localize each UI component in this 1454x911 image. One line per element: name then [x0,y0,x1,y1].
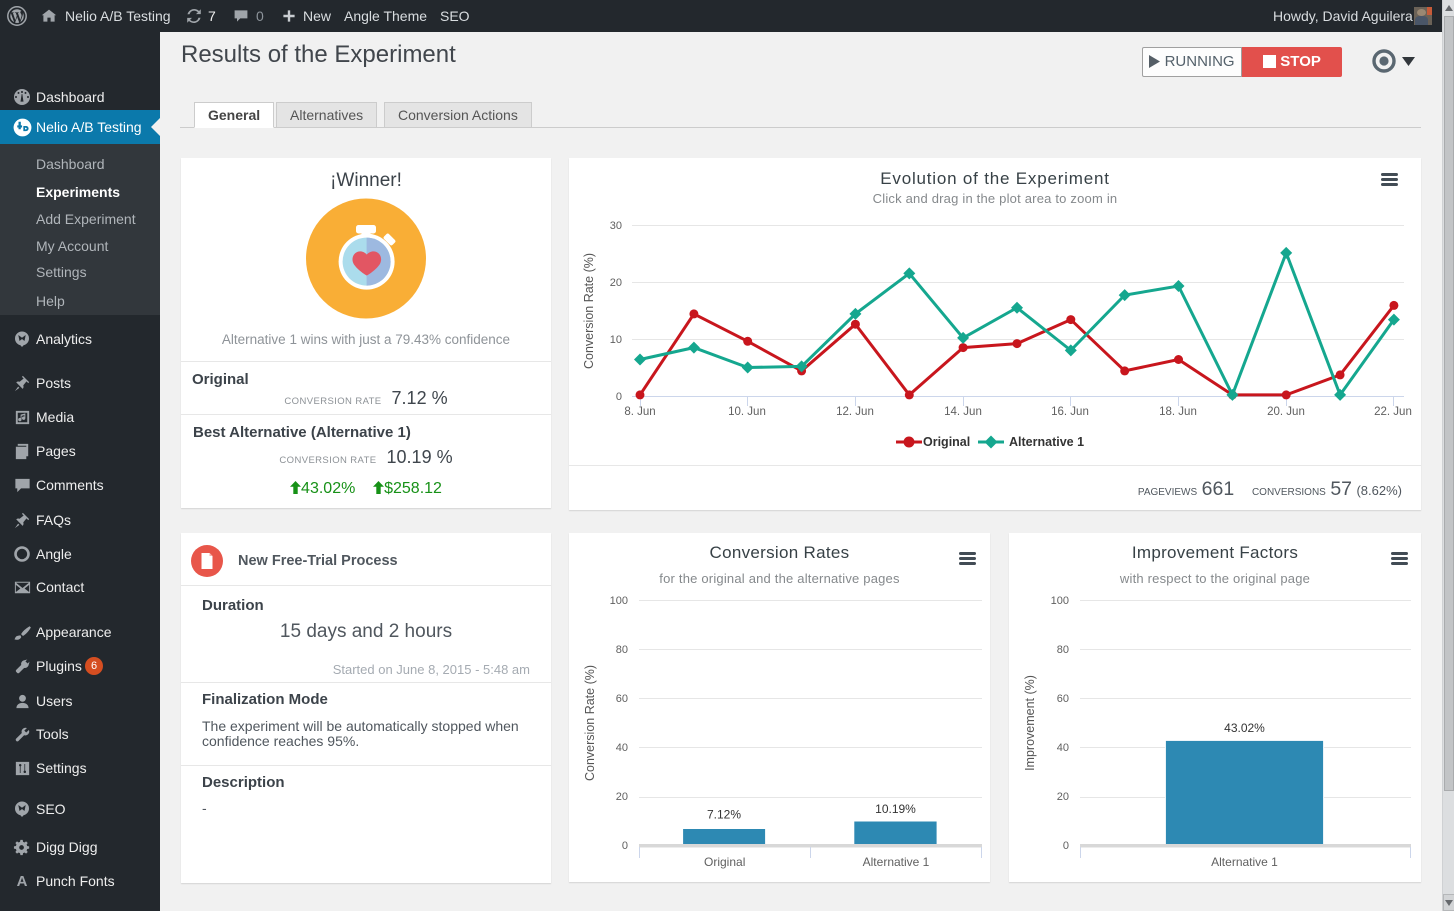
svg-text:Conversion Rate (%): Conversion Rate (%) [583,665,597,781]
svg-text:10: 10 [610,334,622,346]
svg-text:0: 0 [616,391,622,403]
svg-text:10.19%: 10.19% [875,802,916,816]
svg-text:8. Jun: 8. Jun [624,406,655,418]
svg-text:43.02%: 43.02% [1224,721,1265,735]
svg-text:20: 20 [1057,791,1069,803]
svg-text:12. Jun: 12. Jun [836,406,874,418]
svg-text:22. Jun: 22. Jun [1374,406,1412,418]
svg-text:20. Jun: 20. Jun [1267,406,1305,418]
svg-text:60: 60 [616,693,628,705]
svg-text:80: 80 [1057,644,1069,656]
svg-text:Improvement (%): Improvement (%) [1023,675,1037,771]
svg-text:7.12%: 7.12% [707,808,741,822]
svg-text:14. Jun: 14. Jun [944,406,982,418]
svg-text:Original: Original [923,435,970,449]
svg-text:0: 0 [622,840,628,852]
svg-text:18. Jun: 18. Jun [1159,406,1197,418]
svg-text:10. Jun: 10. Jun [728,406,766,418]
svg-text:Alternative 1: Alternative 1 [1211,855,1278,869]
svg-text:Original: Original [704,855,745,869]
svg-text:16. Jun: 16. Jun [1051,406,1089,418]
svg-text:Conversion Rate (%): Conversion Rate (%) [582,253,596,369]
svg-text:60: 60 [1057,693,1069,705]
svg-text:20: 20 [610,277,622,289]
svg-text:80: 80 [616,644,628,656]
svg-text:20: 20 [616,791,628,803]
svg-text:Alternative 1: Alternative 1 [1009,435,1084,449]
svg-text:100: 100 [1051,595,1069,607]
svg-text:30: 30 [610,220,622,232]
svg-text:40: 40 [1057,742,1069,754]
svg-text:0: 0 [1063,840,1069,852]
svg-text:100: 100 [610,595,628,607]
svg-text:Alternative 1: Alternative 1 [863,855,930,869]
svg-text:40: 40 [616,742,628,754]
